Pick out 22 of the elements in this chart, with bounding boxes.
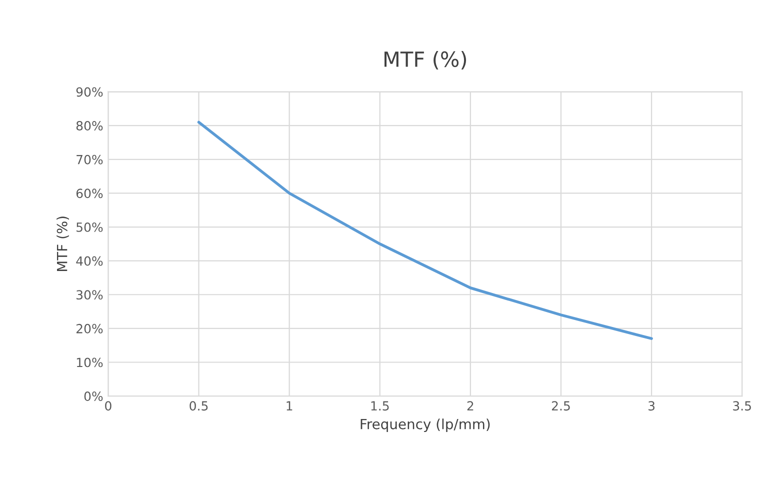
y-tick-label: 40% <box>76 256 103 266</box>
x-tick-label: 1 <box>286 401 292 410</box>
x-tick-label: 1.5 <box>371 401 389 411</box>
y-tick-label: 50% <box>76 222 103 232</box>
y-tick-label: 60% <box>76 188 103 198</box>
y-tick-label: 20% <box>76 324 103 334</box>
line-series <box>197 120 653 340</box>
x-tick-label: 2.5 <box>552 401 570 411</box>
y-tick-label: 90% <box>76 87 103 97</box>
x-tick-label: 0.5 <box>190 401 208 411</box>
chart-title: MTF (%) <box>384 50 466 70</box>
y-tick-label: 80% <box>76 121 103 131</box>
y-tick-label: 30% <box>76 290 103 300</box>
y-axis-title: MTF (%) <box>56 216 69 272</box>
y-tick-label: 70% <box>76 154 103 164</box>
x-tick-label: 3 <box>648 401 655 411</box>
y-tick-label: 10% <box>76 358 103 368</box>
x-tick-label: 3.5 <box>733 401 751 411</box>
x-tick-label: 0 <box>105 401 112 411</box>
x-tick-label: 2 <box>467 401 474 410</box>
y-tick-label: 0% <box>84 392 103 401</box>
x-axis-title: Frequency (lp/mm) <box>360 418 490 432</box>
